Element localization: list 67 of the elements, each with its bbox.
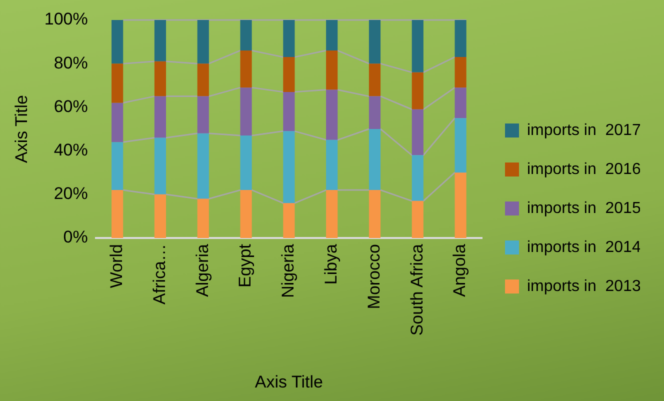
x-tick-label: Angola	[450, 243, 470, 297]
bar	[240, 190, 252, 238]
y-tick-label: 100%	[44, 10, 88, 29]
bar	[454, 118, 466, 173]
y-tick-label: 40%	[54, 140, 88, 160]
x-axis-title: Axis Title	[254, 372, 323, 392]
bar	[197, 198, 209, 238]
bar	[368, 64, 381, 96]
bar	[240, 88, 252, 136]
y-tick-label: 0%	[63, 228, 88, 247]
bar	[197, 20, 209, 64]
x-tick-label: Algeria	[192, 243, 212, 297]
bar	[326, 140, 338, 190]
bar	[240, 50, 252, 88]
bar	[368, 96, 381, 129]
bar	[412, 20, 424, 72]
bar	[154, 20, 166, 62]
bar	[283, 20, 295, 58]
x-tick-label: Libya	[322, 243, 341, 285]
bar	[112, 20, 124, 64]
bar	[197, 96, 209, 134]
legend-label: imports in 2017	[527, 122, 641, 139]
x-tick-label: Egypt	[236, 244, 255, 288]
x-tick-label: Nigeria	[278, 243, 298, 298]
bar	[412, 200, 424, 238]
bar	[368, 20, 381, 64]
bar	[112, 142, 124, 190]
legend-label: imports in 2013	[527, 278, 641, 295]
y-tick-label: 60%	[54, 96, 88, 116]
bar	[326, 20, 338, 51]
bar	[326, 190, 338, 238]
y-tick-label: 20%	[54, 184, 88, 204]
y-axis-title: Axis Title	[12, 94, 31, 164]
x-tick-label: Morocco	[364, 244, 384, 310]
bar	[283, 57, 295, 92]
y-tick-label: 80%	[54, 53, 88, 72]
x-tick-label: World	[107, 244, 126, 288]
bar	[154, 61, 166, 96]
bar	[368, 190, 381, 238]
bar	[283, 92, 295, 132]
bar	[283, 131, 295, 204]
legend-label: imports in 2015	[527, 200, 641, 217]
bar	[454, 20, 466, 58]
bar	[154, 194, 166, 238]
x-tick-label: South Africa	[407, 243, 426, 336]
bar	[368, 129, 381, 190]
bar	[197, 133, 209, 199]
bar	[112, 102, 124, 142]
bar	[197, 64, 209, 96]
bar	[154, 138, 166, 194]
bar	[412, 72, 424, 110]
bar	[454, 57, 466, 88]
bar	[454, 172, 466, 238]
bar	[112, 190, 124, 238]
bar	[412, 109, 424, 156]
x-tick-label: Africa…	[150, 244, 169, 304]
legend-label: imports in 2016	[527, 160, 641, 178]
bar	[326, 50, 338, 90]
bar	[283, 203, 295, 238]
bar	[154, 96, 166, 138]
bar	[240, 20, 252, 51]
bar	[326, 90, 338, 140]
legend-label: imports in 2014	[527, 238, 641, 256]
bar	[112, 64, 124, 103]
bar	[240, 136, 252, 190]
bar	[454, 88, 466, 118]
bar	[412, 155, 424, 201]
